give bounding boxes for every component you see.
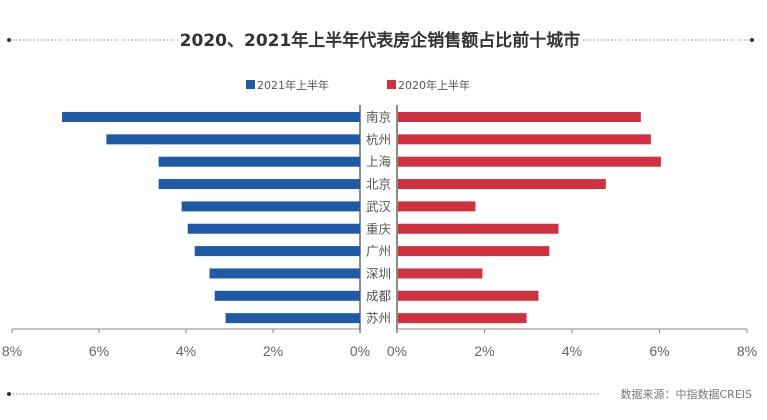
category-label: 南京 [366,110,391,125]
right-axis: 0% 2% 4% 6% 8% [387,105,757,359]
category-label: 武汉 [366,199,392,214]
title-rule-right-dot [750,38,754,42]
bar-2021-6 [194,246,360,257]
left-tick-label: 2% [263,343,283,359]
title-decoration [7,38,754,42]
bar-2020-2 [398,156,661,167]
bar-2020-8 [398,290,539,301]
bar-2021-7 [209,268,360,279]
title-rule-left-dot [7,38,11,42]
left-tick-label: 4% [176,343,196,359]
category-label: 苏州 [366,311,391,326]
category-label: 杭州 [366,132,391,147]
bar-2020-4 [398,201,476,212]
right-tick-label: 4% [562,343,582,359]
right-tick-label: 8% [737,343,757,359]
category-label: 北京 [366,177,391,192]
category-label: 上海 [366,154,392,169]
bar-2021-5 [187,223,360,234]
legend-label-2021: 2021年上半年 [257,78,329,92]
bar-2021-3 [158,179,360,190]
right-tick-label: 2% [474,343,494,359]
category-label: 深圳 [366,266,391,281]
bar-2020-7 [398,268,483,279]
legend-item-2021: 2021年上半年 [246,78,329,92]
legend-item-2020: 2020年上半年 [387,78,470,92]
series-2021-bars [62,112,361,324]
bar-2020-0 [398,112,641,122]
series-2020-bars [398,112,661,324]
category-label: 成都 [366,288,392,303]
bar-2021-0 [62,112,361,122]
category-label: 广州 [366,244,391,259]
bar-2020-9 [398,313,527,324]
left-axis: 8% 6% 4% 2% 0% [2,105,370,359]
right-tick-label: 0% [387,343,407,359]
bar-2021-8 [214,290,360,301]
category-label: 重庆 [366,221,392,236]
bar-2021-1 [106,134,361,145]
left-tick-label: 6% [89,343,109,359]
legend-swatch-2021 [246,80,255,89]
bar-2020-5 [398,223,559,234]
bar-2020-3 [398,179,606,190]
right-tick-label: 6% [649,343,669,359]
legend: 2021年上半年 2020年上半年 [246,78,470,92]
bar-2020-1 [398,134,651,145]
left-tick-label: 0% [350,343,370,359]
bar-2020-6 [398,246,550,257]
footer: 数据来源：中指数据CREIS [7,387,752,401]
bar-2021-9 [225,313,360,324]
footer-rule-dot [7,392,11,396]
source-note: 数据来源：中指数据CREIS [621,387,753,401]
legend-label-2020: 2020年上半年 [398,78,470,92]
chart-title: 2020、2021年上半年代表房企销售额占比前十城市 [180,30,581,51]
bar-2021-2 [158,156,360,167]
legend-swatch-2020 [387,80,396,89]
left-tick-label: 8% [2,343,22,359]
bar-2021-4 [181,201,360,212]
